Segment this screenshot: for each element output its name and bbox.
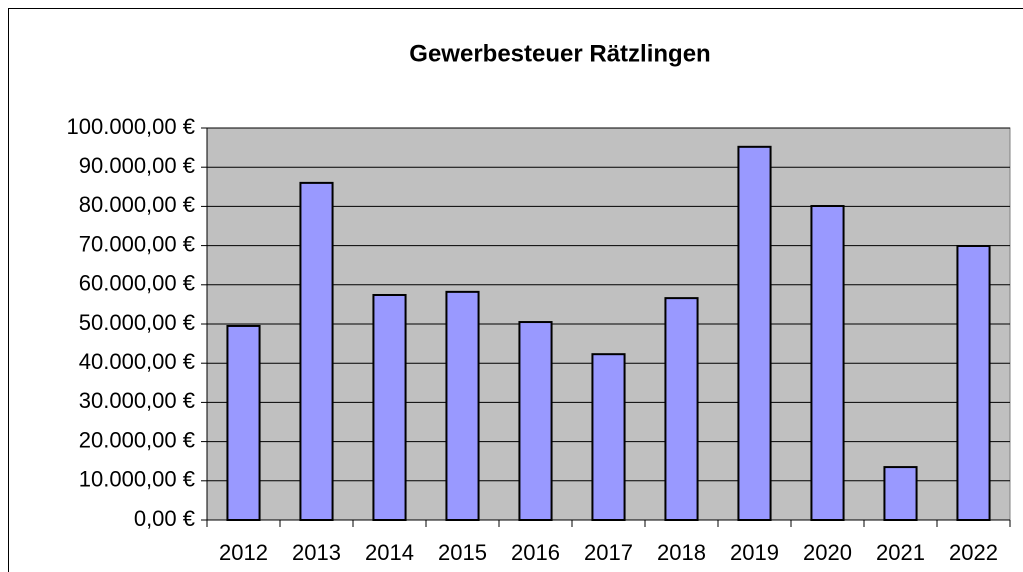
y-tick-label: 10.000,00 € — [79, 467, 195, 492]
y-tick-label: 80.000,00 € — [79, 192, 195, 217]
bar — [372, 293, 407, 521]
x-tick-label: 2018 — [657, 540, 706, 565]
bar — [445, 290, 480, 521]
y-tick-label: 20.000,00 € — [79, 427, 195, 452]
x-tick-label: 2016 — [511, 540, 560, 565]
bar — [664, 297, 699, 521]
y-tick-label: 40.000,00 € — [79, 349, 195, 374]
y-tick-label: 60.000,00 € — [79, 271, 195, 296]
bar — [883, 466, 918, 521]
y-tick-label: 50.000,00 € — [79, 310, 195, 335]
x-tick-label: 2014 — [365, 540, 414, 565]
bar — [591, 353, 626, 521]
bar — [518, 321, 553, 522]
bar — [299, 181, 334, 521]
y-tick-label: 90.000,00 € — [79, 153, 195, 178]
bar — [956, 244, 991, 521]
x-tick-label: 2022 — [949, 540, 998, 565]
x-tick-label: 2017 — [584, 540, 633, 565]
x-tick-label: 2020 — [803, 540, 852, 565]
bar — [226, 324, 261, 521]
x-tick-label: 2013 — [292, 540, 341, 565]
y-tick-label: 100.000,00 € — [67, 114, 195, 139]
y-tick-label: 30.000,00 € — [79, 388, 195, 413]
y-tick-label: 70.000,00 € — [79, 231, 195, 256]
bar — [810, 205, 845, 521]
x-tick-label: 2015 — [438, 540, 487, 565]
x-tick-label: 2012 — [219, 540, 268, 565]
bar — [737, 145, 772, 521]
y-tick-label: 0,00 € — [134, 506, 195, 531]
x-tick-label: 2019 — [730, 540, 779, 565]
x-tick-label: 2021 — [876, 540, 925, 565]
chart-title: Gewerbesteuer Rätzlingen — [409, 40, 710, 67]
